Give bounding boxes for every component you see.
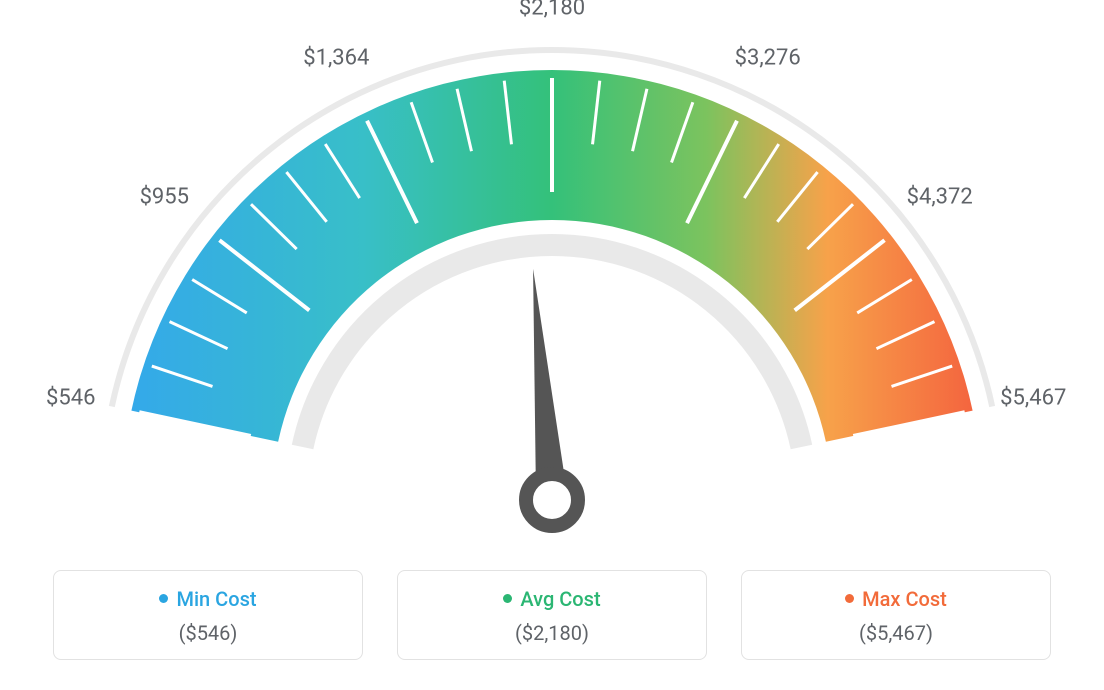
- legend-label: Max Cost: [862, 587, 947, 611]
- legend-label: Avg Cost: [520, 587, 600, 611]
- legend-value: ($5,467): [752, 621, 1040, 645]
- legend-card: Max Cost ($5,467): [741, 570, 1051, 660]
- legend-card: Min Cost ($546): [53, 570, 363, 660]
- gauge-svg: [0, 0, 1104, 560]
- gauge-needle-hub: [526, 474, 578, 526]
- gauge-scale-label: $2,180: [519, 0, 585, 21]
- gauge-scale-label: $5,467: [1000, 385, 1066, 410]
- gauge-scale-label: $3,276: [735, 45, 801, 70]
- legend-dot-icon: [845, 594, 854, 603]
- legend-dot-icon: [159, 594, 168, 603]
- legend-dot-icon: [503, 594, 512, 603]
- legend-value: ($2,180): [408, 621, 696, 645]
- gauge-scale-label: $955: [140, 185, 189, 210]
- legend-title: Min Cost: [64, 587, 352, 611]
- chart-root: $546 $955 $1,364 $2,180 $3,276 $4,372 $5,467 M…: [0, 0, 1104, 690]
- gauge-scale-label: $546: [46, 385, 95, 410]
- legend-row: Min Cost ($546) Avg Cost ($2,180) Max Cost ($…: [0, 570, 1104, 660]
- legend-label: Min Cost: [176, 587, 256, 611]
- legend-card: Avg Cost ($2,180): [397, 570, 707, 660]
- gauge-area: $546 $955 $1,364 $2,180 $3,276 $4,372 $5,467: [0, 0, 1104, 560]
- gauge-scale-label: $1,364: [303, 45, 369, 70]
- legend-value: ($546): [64, 621, 352, 645]
- legend-title: Avg Cost: [408, 587, 696, 611]
- gauge-scale-label: $4,372: [907, 185, 973, 210]
- legend-title: Max Cost: [752, 587, 1040, 611]
